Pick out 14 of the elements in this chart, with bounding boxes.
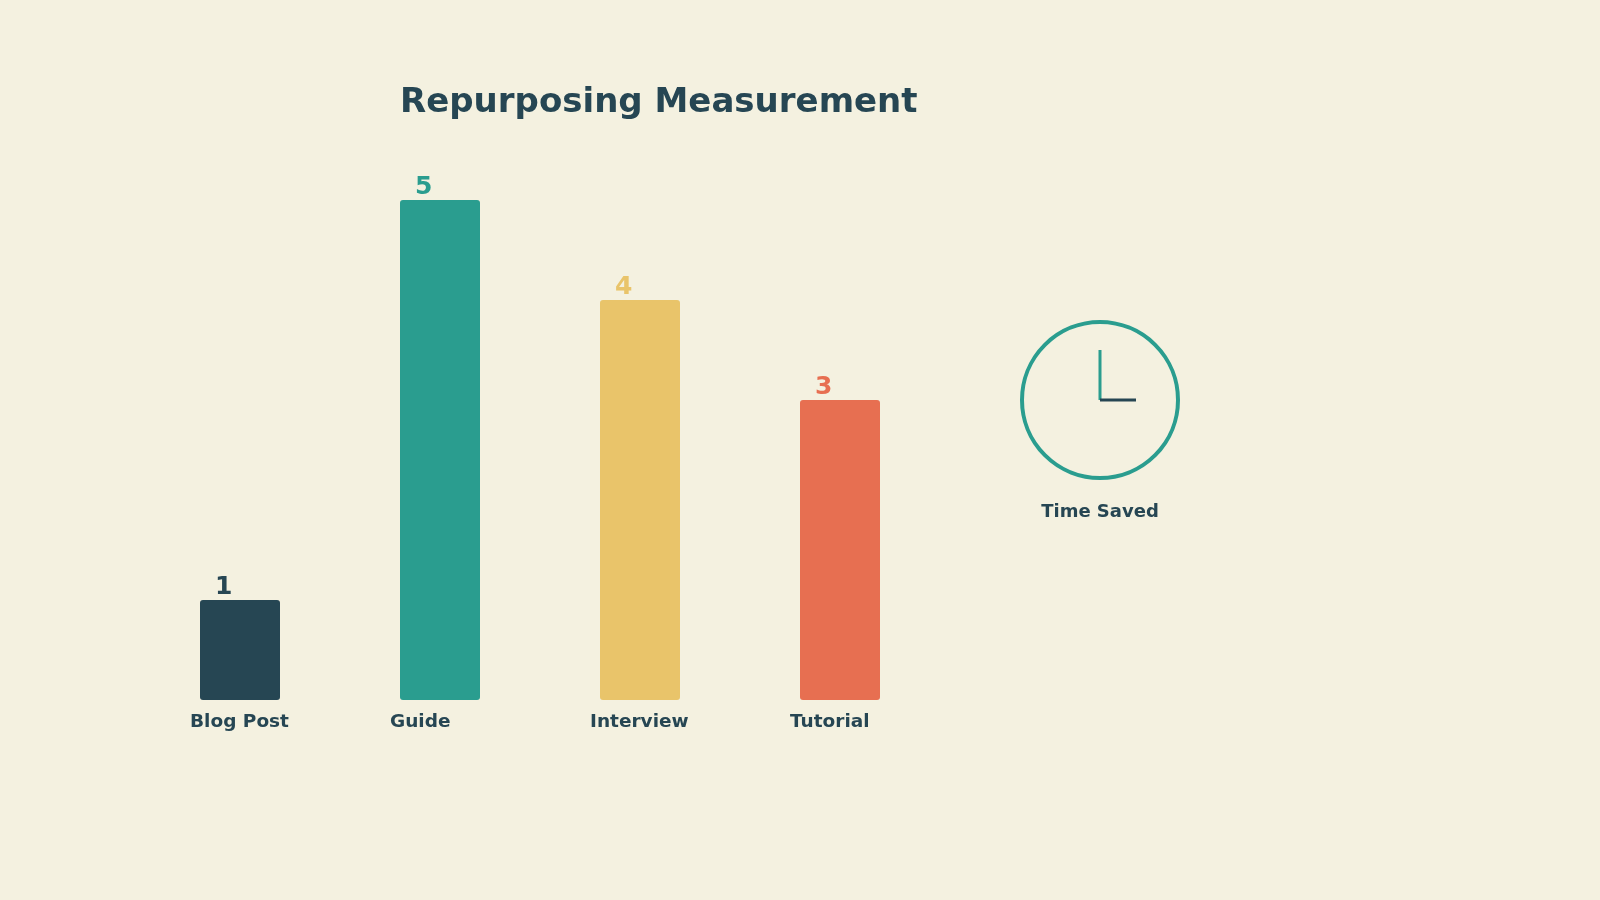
bar [200,600,280,700]
data-label: 1 [215,571,233,600]
x-tick-label: Blog Post [190,710,290,731]
data-label: 3 [815,371,833,400]
bar [800,400,880,700]
x-tick-label: Interview [590,710,689,731]
data-label: 5 [415,171,433,200]
bar [400,200,480,700]
x-tick-label: Tutorial [790,710,870,731]
bar [600,300,680,700]
x-tick-label: Guide [390,710,451,731]
text: Time Saved [1041,500,1159,521]
data-label: 4 [615,271,633,300]
chart-title: Repurposing Measurement [400,80,918,120]
